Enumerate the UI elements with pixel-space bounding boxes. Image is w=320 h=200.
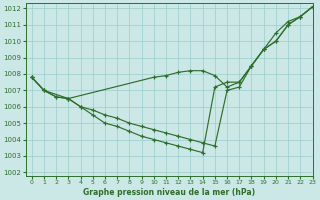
X-axis label: Graphe pression niveau de la mer (hPa): Graphe pression niveau de la mer (hPa) (83, 188, 255, 197)
